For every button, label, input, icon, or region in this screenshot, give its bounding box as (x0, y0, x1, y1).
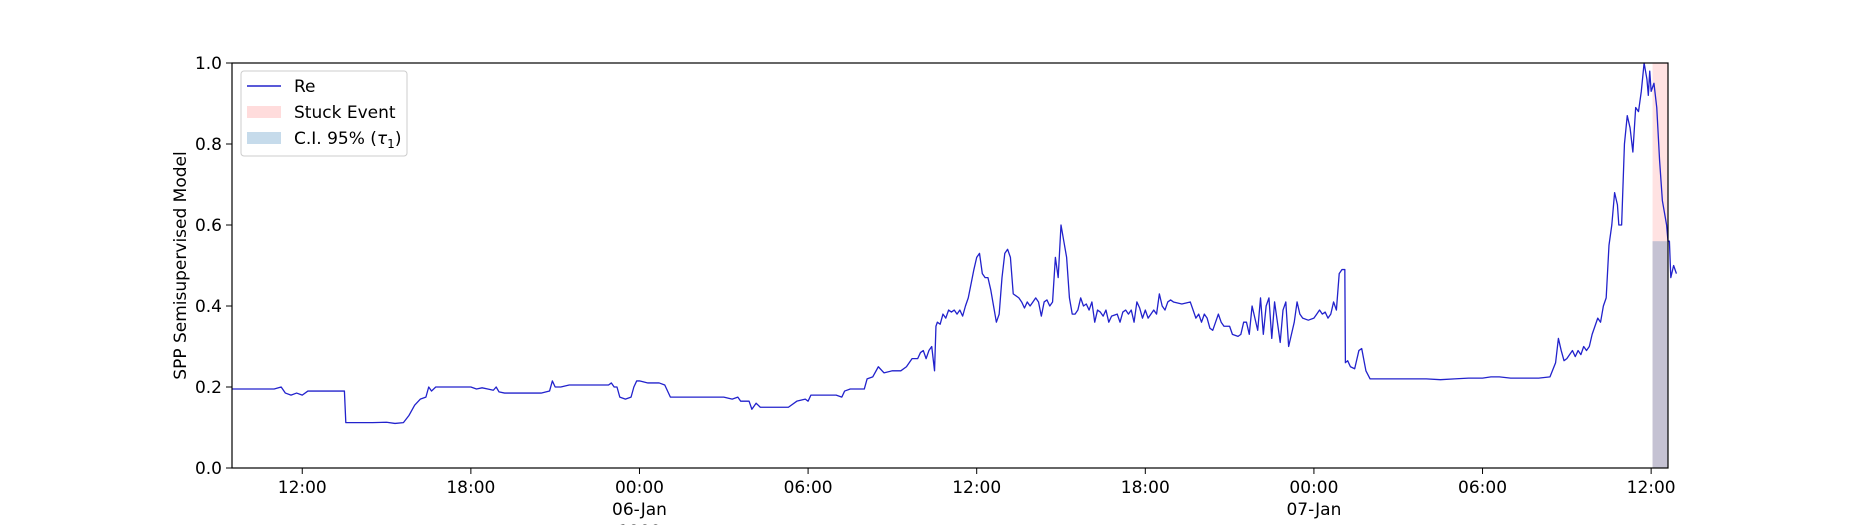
x-tick-label: 18:00 (1121, 478, 1170, 498)
legend-swatch-ci (247, 132, 281, 144)
span-stuck-event (1652, 63, 1668, 468)
plot-frame (231, 62, 1669, 469)
y-tick-label: 0.8 (195, 135, 222, 155)
x-tick-label: 00:00 (1289, 478, 1338, 498)
x-tick-label: 12:00 (1627, 478, 1676, 498)
x-tick-label: 06:00 (1458, 478, 1507, 498)
span-layer (1652, 63, 1668, 468)
series-layer (232, 62, 1678, 425)
legend-label: Stuck Event (294, 103, 396, 123)
legend-box (240, 70, 408, 157)
series-line-re (232, 62, 1678, 425)
x-tick-label: 12:00 (952, 478, 1001, 498)
legend-swatch-stuck-event (247, 106, 281, 118)
x-tick-label: 12:00 (278, 478, 327, 498)
y-axis: 0.0 0.2 0.4 0.6 0.8 1.0 (195, 54, 232, 479)
x-tick-label: 06-Jan (612, 500, 667, 520)
y-axis-label: SPP Semisupervised Model (171, 151, 191, 379)
x-axis: 12:0018:0000:0006-Jan190006:0012:0018:00… (278, 468, 1676, 525)
x-tick-label: 18:00 (446, 478, 495, 498)
y-tick-label: 0.0 (195, 459, 222, 479)
y-tick-label: 0.6 (195, 216, 222, 236)
x-tick-label: 1900 (618, 522, 661, 525)
legend: Re Stuck Event C.I. 95% (τ1) (240, 70, 408, 157)
y-tick-label: 0.4 (195, 297, 222, 317)
legend-label: Re (294, 77, 316, 97)
y-tick-label: 0.2 (195, 378, 222, 398)
x-tick-label: 00:00 (615, 478, 664, 498)
x-tick-label: 07-Jan (1286, 500, 1341, 520)
y-tick-label: 1.0 (195, 54, 222, 74)
span-confidence-interval (1652, 241, 1668, 468)
x-tick-label: 06:00 (784, 478, 833, 498)
legend-label: C.I. 95% (τ1) (294, 129, 401, 151)
